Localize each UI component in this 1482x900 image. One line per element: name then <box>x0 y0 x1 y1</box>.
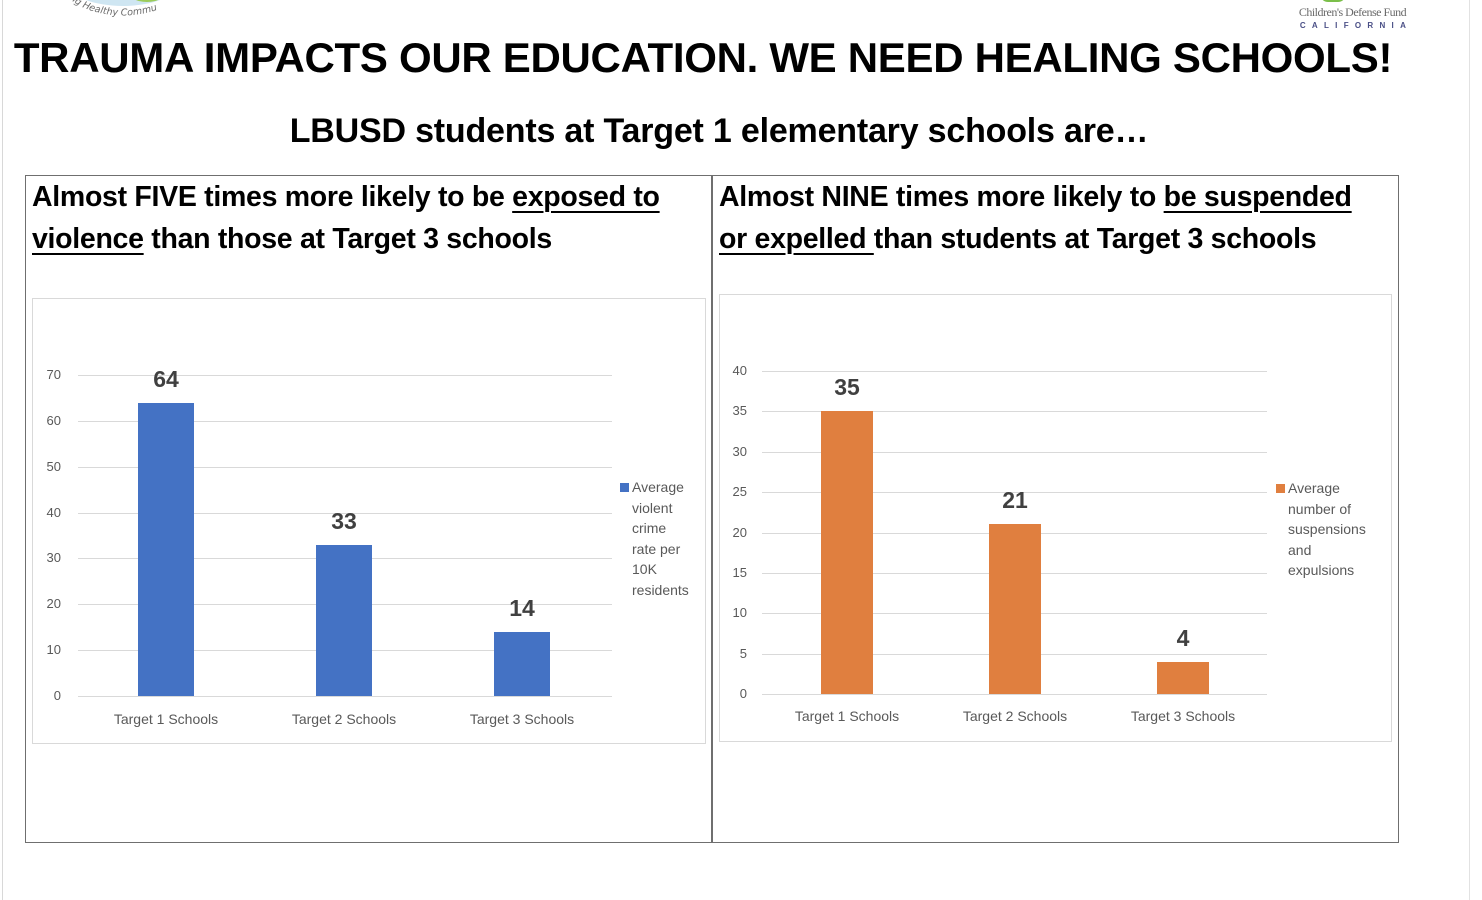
legend-line: 10K <box>632 561 657 577</box>
bar-value-label: 4 <box>1176 624 1190 651</box>
y-axis-tick-label: 50 <box>46 459 61 474</box>
bar-value-label: 35 <box>834 374 860 401</box>
legend-line: expulsions <box>1288 562 1355 578</box>
legend-label: Average number of suspensions and expulsions <box>1288 478 1366 581</box>
legend-line: suspensions <box>1288 521 1366 537</box>
legend-label: Average violent crime rate per 10K residents <box>632 477 689 600</box>
legend-swatch <box>620 483 629 492</box>
gridline <box>762 492 1267 493</box>
heading-text: Almost FIVE times more likely to be <box>32 181 513 213</box>
panel-divider <box>711 175 713 843</box>
heading-underlined-text: violence <box>32 223 144 255</box>
bar-value-label: 21 <box>1002 487 1028 514</box>
bar-value-label: 33 <box>331 507 357 534</box>
y-axis-tick-label: 0 <box>53 688 61 703</box>
page-edge-right <box>1469 0 1470 900</box>
childrens-defense-fund-logo: Children's Defense Fund CALIFORNIA <box>1290 0 1415 34</box>
gridline <box>78 696 612 697</box>
healthy-communities-logo: ng Healthy Commu <box>55 0 190 28</box>
bar <box>316 544 372 696</box>
panel-heading-violence: Almost FIVE times more likely to be expo… <box>32 176 660 260</box>
page-edge-left <box>2 0 3 900</box>
x-axis-category-label: Target 1 Schools <box>794 708 900 724</box>
bar <box>494 631 550 696</box>
gridline <box>78 467 612 468</box>
y-axis-tick-label: 25 <box>732 484 747 499</box>
y-axis-tick-label: 15 <box>732 565 747 580</box>
y-axis-tick-label: 20 <box>46 596 61 611</box>
legend-swatch <box>1276 484 1285 493</box>
legend-line: and <box>1288 541 1312 558</box>
x-axis-category-label: Target 1 Schools <box>113 711 219 727</box>
x-axis-category-label: Target 3 Schools <box>469 711 575 727</box>
heading-text: Almost NINE times more likely to <box>719 181 1164 213</box>
legend-line: Average <box>1288 480 1340 496</box>
heading-underlined-text: be suspended <box>1163 181 1352 213</box>
y-axis-tick-label: 35 <box>732 403 747 418</box>
bar <box>821 411 873 694</box>
legend-line: violent <box>632 499 673 516</box>
bar-value-label: 14 <box>509 594 535 621</box>
y-axis-tick-label: 20 <box>732 525 747 540</box>
y-axis-tick-label: 30 <box>732 444 747 459</box>
page-title: TRAUMA IMPACTS OUR EDUCATION. WE NEED HE… <box>13 34 1393 81</box>
logo-org-name: Children's Defense Fund <box>1298 5 1407 19</box>
heading-text: than students at Target 3 schools <box>873 223 1317 255</box>
leaf-icon <box>1320 0 1346 2</box>
legend-line: residents <box>632 581 689 598</box>
x-axis-category-label: Target 2 Schools <box>962 708 1068 724</box>
y-axis-tick-label: 60 <box>46 413 61 428</box>
y-axis-tick-label: 5 <box>739 646 747 661</box>
gridline <box>78 513 612 514</box>
gridline <box>762 371 1267 372</box>
legend-line: crime <box>632 520 667 536</box>
bar-value-label: 64 <box>153 365 179 392</box>
legend-line: number of <box>1288 500 1352 517</box>
y-axis-tick-label: 40 <box>46 505 61 520</box>
y-axis-tick-label: 40 <box>732 363 747 378</box>
x-axis-category-label: Target 2 Schools <box>291 711 397 727</box>
bar <box>989 524 1041 694</box>
logo-region: CALIFORNIA <box>1299 21 1413 30</box>
bar <box>138 402 194 696</box>
gridline <box>762 452 1267 453</box>
heading-underlined-text: or expelled <box>719 223 874 255</box>
heading-text: than those at Target 3 schools <box>143 223 552 255</box>
bar <box>1157 661 1209 694</box>
y-axis-tick-label: 10 <box>46 642 61 657</box>
y-axis-tick-label: 70 <box>46 367 61 382</box>
legend-line: Average <box>632 479 684 495</box>
y-axis-tick-label: 10 <box>732 605 747 620</box>
page-subtitle: LBUSD students at Target 1 elementary sc… <box>289 112 1149 150</box>
gridline <box>762 411 1267 412</box>
gridline <box>78 421 612 422</box>
gridline <box>762 694 1267 695</box>
panel-heading-suspension: Almost NINE times more likely to be susp… <box>719 176 1352 260</box>
heading-underlined-text: exposed to <box>512 181 660 213</box>
y-axis-tick-label: 30 <box>46 550 61 565</box>
gridline <box>78 375 612 376</box>
legend-line: rate per <box>632 540 681 557</box>
y-axis-tick-label: 0 <box>739 686 747 701</box>
x-axis-category-label: Target 3 Schools <box>1130 708 1236 724</box>
